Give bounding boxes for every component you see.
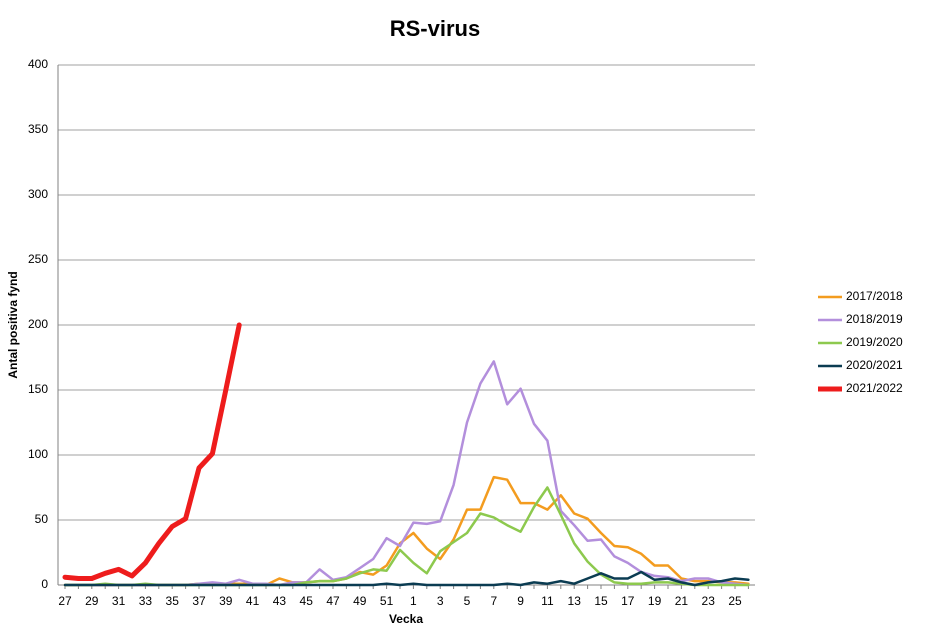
y-tick-label: 150 xyxy=(28,382,48,396)
y-axis-label: Antal positiva fynd xyxy=(6,271,20,378)
y-tick-label: 400 xyxy=(28,57,48,71)
legend-label: 2017/2018 xyxy=(846,289,903,303)
x-tick-label: 51 xyxy=(380,594,394,608)
x-tick-label: 7 xyxy=(490,594,497,608)
x-tick-label: 21 xyxy=(675,594,689,608)
x-tick-label: 3 xyxy=(437,594,444,608)
x-tick-label: 19 xyxy=(648,594,662,608)
x-tick-label: 11 xyxy=(541,594,554,608)
y-tick-label: 250 xyxy=(28,252,48,266)
x-tick-label: 31 xyxy=(112,594,126,608)
x-tick-label: 27 xyxy=(58,594,72,608)
y-tick-label: 300 xyxy=(28,187,48,201)
x-tick-label: 29 xyxy=(85,594,99,608)
x-tick-label: 41 xyxy=(246,594,260,608)
x-tick-label: 9 xyxy=(517,594,524,608)
x-tick-label: 17 xyxy=(621,594,635,608)
y-tick-label: 200 xyxy=(28,317,48,331)
series-line xyxy=(63,570,750,587)
series-line xyxy=(62,322,242,581)
legend-label: 2020/2021 xyxy=(846,358,903,372)
chart-title: RS-virus xyxy=(390,16,480,41)
x-tick-label: 39 xyxy=(219,594,233,608)
x-tick-label: 5 xyxy=(464,594,471,608)
x-tick-label: 35 xyxy=(166,594,180,608)
x-tick-label: 45 xyxy=(300,594,314,608)
x-tick-label: 37 xyxy=(192,594,206,608)
y-tick-label: 100 xyxy=(28,447,48,461)
y-tick-label: 0 xyxy=(41,577,48,591)
x-tick-label: 15 xyxy=(594,594,608,608)
x-tick-label: 1 xyxy=(410,594,417,608)
x-tick-label: 47 xyxy=(326,594,340,608)
y-tick-label: 50 xyxy=(35,512,49,526)
x-tick-label: 23 xyxy=(702,594,716,608)
legend-label: 2018/2019 xyxy=(846,312,903,326)
x-tick-label: 25 xyxy=(728,594,742,608)
series-line xyxy=(63,360,750,587)
x-tick-label: 43 xyxy=(273,594,287,608)
x-tick-label: 13 xyxy=(568,594,582,608)
y-tick-label: 350 xyxy=(28,122,48,136)
legend-label: 2019/2020 xyxy=(846,335,903,349)
x-tick-label: 33 xyxy=(139,594,153,608)
x-tick-label: 49 xyxy=(353,594,367,608)
x-axis-label: Vecka xyxy=(389,612,423,626)
legend-label: 2021/2022 xyxy=(846,381,903,395)
